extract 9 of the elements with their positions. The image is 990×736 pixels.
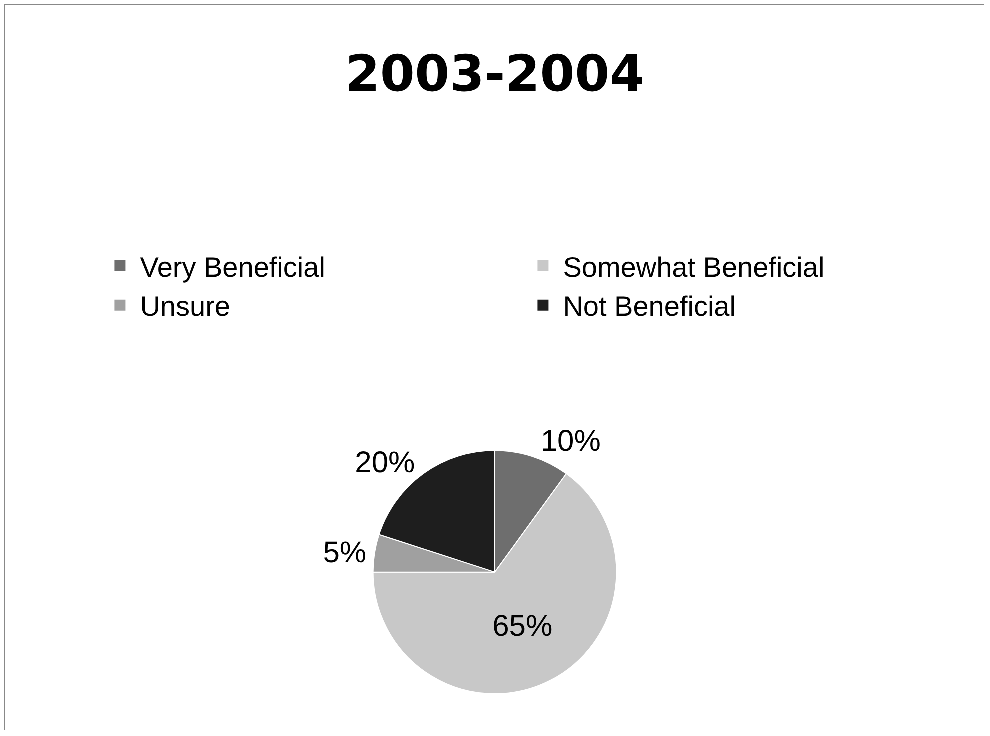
data-label: 10%	[540, 425, 601, 458]
legend-label: Not Beneficial	[563, 291, 736, 322]
chart-title: 2003-2004	[345, 44, 645, 103]
legend-label: Somewhat Beneficial	[563, 252, 825, 283]
legend-label: Very Beneficial	[140, 252, 326, 283]
data-label: 65%	[492, 610, 553, 644]
data-label: 20%	[355, 446, 416, 480]
legend-label: Unsure	[140, 291, 230, 322]
data-label: 5%	[323, 536, 367, 570]
